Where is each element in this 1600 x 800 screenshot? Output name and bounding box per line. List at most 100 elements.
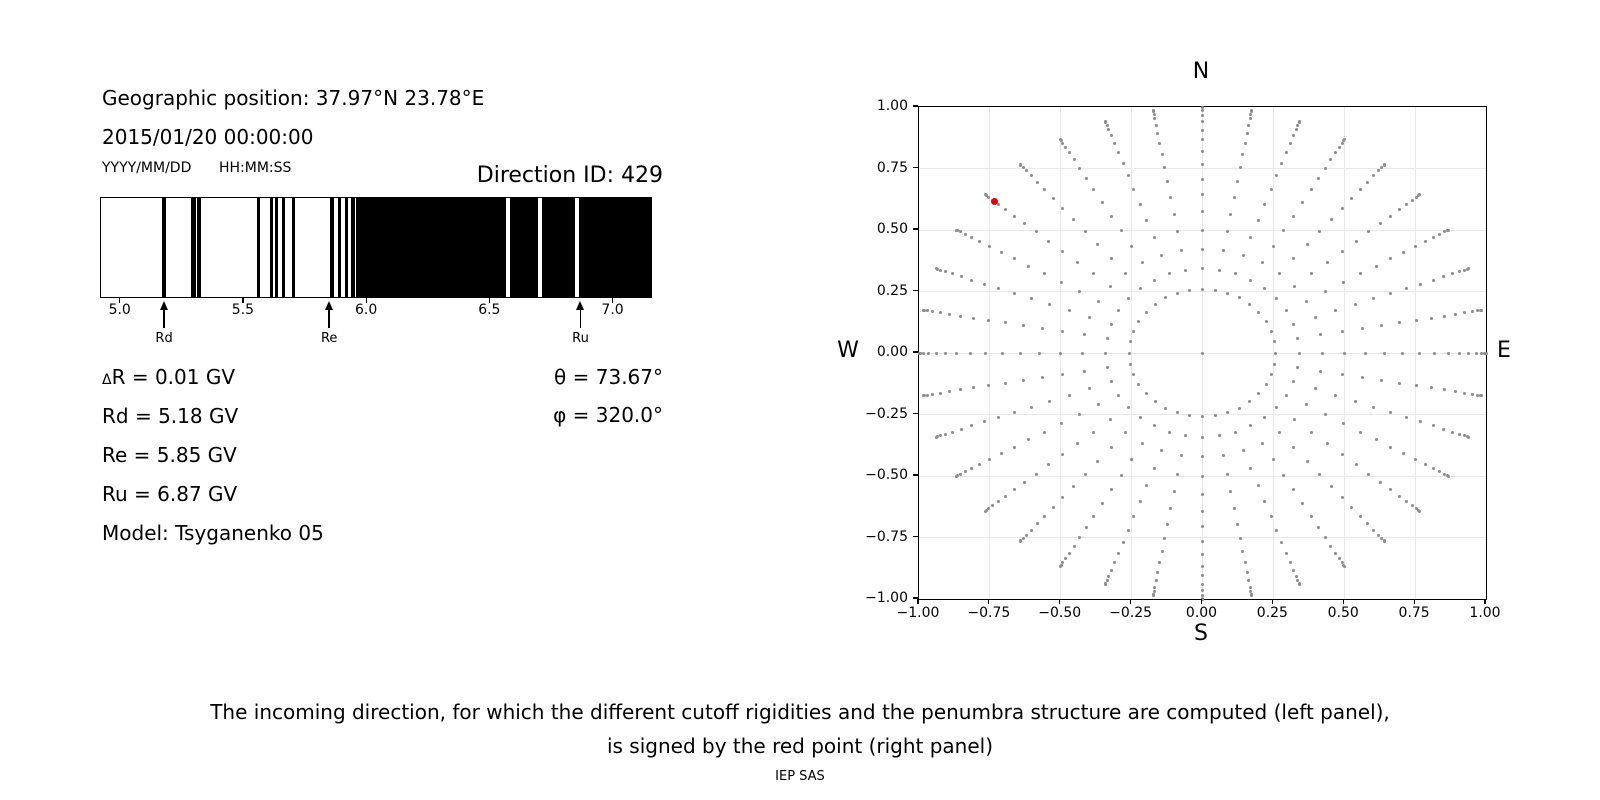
compass-south-label: S [1194, 621, 1208, 646]
direction-grid-dot [1480, 351, 1484, 355]
direction-grid-dot [1446, 474, 1450, 478]
direction-grid-dot [991, 504, 995, 508]
direction-grid-dot [1047, 463, 1051, 467]
direction-grid-dot [1072, 544, 1076, 548]
direction-grid-dot [1003, 381, 1007, 385]
direction-grid-dot [1047, 239, 1051, 243]
x-axis-tick-label: 1.00 [1469, 605, 1501, 621]
direction-grid-dot [1004, 494, 1008, 498]
direction-grid-dot [1431, 424, 1435, 428]
direction-grid-dot [1237, 296, 1241, 300]
direction-grid-dot [1475, 393, 1479, 397]
direction-grid-dot [1383, 539, 1387, 543]
direction-grid-dot [983, 193, 987, 197]
direction-grid-dot [1061, 330, 1065, 334]
direction-grid-dot [1084, 176, 1088, 180]
direction-grid-dot [1414, 507, 1418, 511]
direction-grid-dot [1342, 138, 1346, 142]
direction-grid-dot [1164, 296, 1168, 300]
direction-grid-dot [1334, 393, 1338, 397]
direction-grid-dot [1000, 351, 1004, 355]
direction-grid-dot [1297, 582, 1301, 586]
direction-grid-dot [927, 351, 931, 355]
direction-grid-dot [1413, 458, 1417, 462]
direction-grid-dot [1317, 526, 1321, 529]
direction-grid-dot [1201, 128, 1204, 132]
direction-grid-dot [1325, 260, 1329, 264]
direction-grid-dot [1156, 571, 1160, 575]
direction-grid-dot [1160, 449, 1164, 453]
direction-grid-dot [1119, 473, 1123, 477]
direction-grid-dot [1284, 393, 1288, 397]
penumbra-x-tick-label: 6.0 [355, 302, 378, 318]
direction-grid-dot [1257, 310, 1261, 314]
direction-grid-dot [1318, 369, 1322, 373]
direction-grid-dot [1288, 561, 1292, 564]
direction-grid-dot [1249, 278, 1253, 282]
direction-grid-dot [1067, 151, 1071, 155]
selected-direction-red-point [990, 197, 998, 205]
direction-grid-dot [1061, 207, 1065, 211]
direction-grid-dot [1121, 162, 1125, 166]
direction-grid-dot [1128, 362, 1132, 366]
direction-grid-dot [1340, 561, 1344, 565]
direction-grid-dot [934, 267, 938, 271]
direction-grid-dot [987, 507, 991, 511]
direction-grid-dot [978, 462, 982, 466]
direction-grid-dot [1237, 406, 1241, 410]
direction-grid-dot [1100, 502, 1104, 506]
direction-grid-dot [1064, 557, 1068, 561]
penumbra-x-tick [242, 298, 244, 303]
direction-grid-dot [1163, 537, 1167, 541]
direction-grid-dot [1405, 287, 1409, 291]
direction-grid-dot [1292, 445, 1296, 449]
penumbra-band [275, 198, 279, 297]
direction-grid-dot [1167, 430, 1171, 434]
x-axis-tick [1484, 599, 1486, 604]
direction-grid-dot [1380, 378, 1384, 382]
y-axis-tick [913, 412, 918, 415]
direction-grid-dot [1128, 340, 1132, 344]
direction-grid-dot [931, 310, 935, 314]
direction-grid-dot [1213, 414, 1217, 418]
direction-grid-dot [1061, 561, 1065, 565]
direction-grid-dot [1201, 539, 1204, 543]
direction-grid-dot [1176, 230, 1180, 234]
direction-grid-dot [1160, 549, 1164, 553]
direction-grid-dot [1358, 272, 1362, 276]
direction-grid-dot [1414, 384, 1418, 388]
direction-grid-dot [1029, 297, 1033, 301]
direction-grid-dot [1402, 250, 1406, 254]
x-axis-tick [917, 599, 919, 604]
direction-grid-dot [1059, 351, 1063, 355]
direction-grid-dot [1109, 284, 1113, 288]
direction-grid-dot [1201, 163, 1204, 167]
direction-grid-dot [1398, 321, 1402, 325]
direction-grid-dot [1126, 174, 1130, 178]
rd-value: Rd = 5.18 GV [102, 404, 239, 428]
direction-grid-dot [955, 228, 959, 232]
direction-grid-dot [1104, 120, 1108, 124]
x-axis-tick-label: 0.25 [1256, 605, 1288, 621]
direction-grid-dot [1012, 214, 1016, 218]
direction-grid-dot [968, 351, 972, 355]
direction-grid-dot [1153, 400, 1157, 404]
direction-grid-dot [1318, 230, 1322, 234]
direction-grid-dot [1329, 484, 1333, 488]
direction-grid-dot [1167, 272, 1171, 276]
direction-grid-dot [1429, 316, 1433, 320]
direction-grid-dot [1201, 109, 1204, 113]
direction-grid-dot [959, 314, 963, 318]
marker-arrow-shaft [579, 309, 582, 328]
direction-grid-dot [1301, 200, 1305, 204]
direction-grid-dot [1256, 484, 1260, 488]
gridline-vertical [1414, 107, 1416, 599]
direction-grid-dot [1188, 414, 1192, 418]
direction-grid-dot [1154, 123, 1158, 127]
direction-grid-dot [1410, 504, 1414, 508]
direction-grid-dot [1176, 472, 1180, 476]
x-axis-tick-label: −1.00 [896, 605, 940, 621]
direction-grid-dot [1329, 158, 1333, 162]
direction-grid-dot [970, 235, 974, 239]
direction-grid-dot [1083, 472, 1087, 476]
